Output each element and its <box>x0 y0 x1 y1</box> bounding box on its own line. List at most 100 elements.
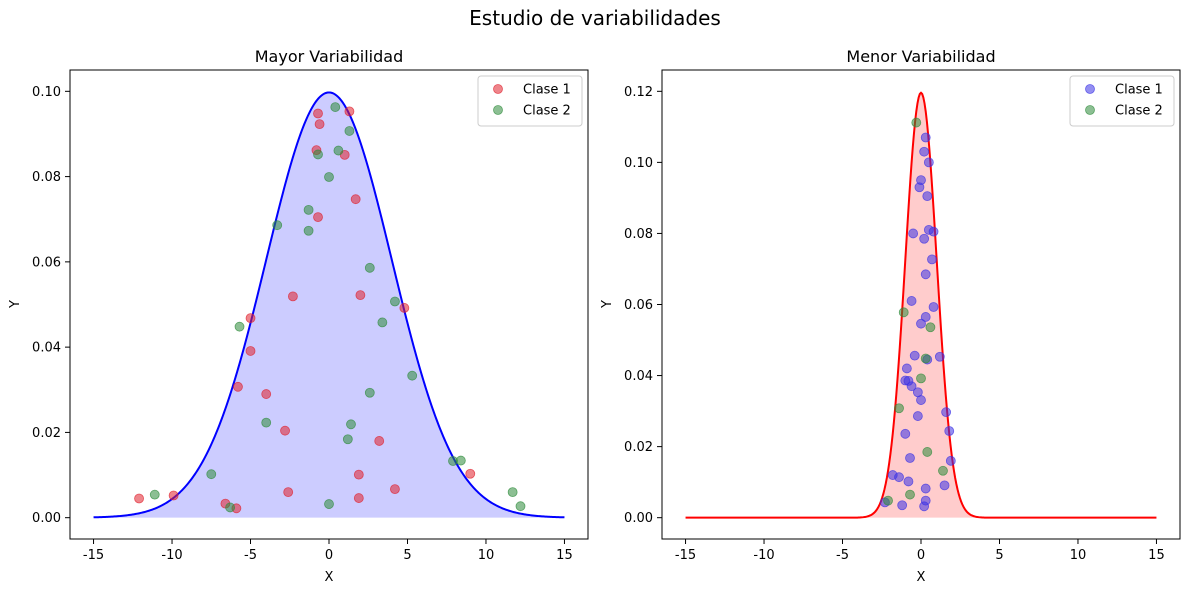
data-point <box>465 468 476 479</box>
y-tick-label: 0.02 <box>624 440 653 455</box>
data-point <box>905 489 915 500</box>
data-point <box>303 225 314 236</box>
x-tick-label: -15 <box>83 548 104 563</box>
data-point <box>377 317 388 328</box>
data-point <box>939 480 950 491</box>
data-point <box>922 447 933 457</box>
legend-marker <box>493 84 503 94</box>
data-point <box>364 387 375 398</box>
data-point <box>897 500 908 511</box>
data-point <box>920 312 931 322</box>
y-tick-label: 0.04 <box>32 341 61 356</box>
data-point <box>898 307 909 318</box>
y-axis-label: Y <box>8 300 23 309</box>
data-point <box>346 419 356 430</box>
x-tick-label: -10 <box>753 548 774 563</box>
data-point <box>134 493 144 504</box>
data-point <box>916 318 926 329</box>
data-point <box>245 346 256 356</box>
data-point <box>894 472 904 483</box>
y-tick-label: 0.06 <box>32 255 61 270</box>
data-point <box>303 204 314 215</box>
legend-marker <box>1085 84 1095 94</box>
x-tick-label: -5 <box>836 548 849 563</box>
data-point <box>206 469 217 480</box>
data-point <box>928 302 939 312</box>
data-point <box>350 194 361 205</box>
data-point <box>908 228 919 239</box>
data-point <box>920 353 931 364</box>
chart-title: Mayor Variabilidad <box>255 47 403 66</box>
chart-title: Menor Variabilidad <box>846 47 995 66</box>
y-tick-label: 0.08 <box>32 170 61 185</box>
data-point <box>355 290 366 301</box>
data-point <box>919 233 930 244</box>
data-point <box>333 145 344 156</box>
y-tick-label: 0.10 <box>32 85 61 100</box>
data-point <box>233 381 243 392</box>
data-point <box>353 493 364 503</box>
data-point <box>906 381 917 392</box>
x-tick-label: -15 <box>675 548 696 563</box>
data-point <box>934 351 945 362</box>
legend-label: Clase 2 <box>1115 104 1163 119</box>
data-point <box>168 490 179 501</box>
data-point <box>225 502 236 513</box>
y-tick-label: 0.00 <box>624 511 653 526</box>
x-axis-label: X <box>325 570 334 585</box>
data-point <box>920 269 931 280</box>
data-point <box>324 499 334 509</box>
data-point <box>272 220 283 231</box>
data-point <box>919 501 930 512</box>
data-point <box>280 425 290 436</box>
x-axis-label: X <box>917 570 926 585</box>
legend-marker <box>1085 105 1095 115</box>
data-point <box>894 403 904 414</box>
legend-box <box>477 75 583 127</box>
chart-mayor-variabilidad: Mayor Variabilidad -15 -10 -5 0 5 10 15 0.00 0.0… <box>8 47 589 585</box>
data-point <box>313 149 323 160</box>
data-point <box>912 411 923 421</box>
y-tick-label: 0.10 <box>624 156 653 171</box>
data-point <box>925 322 936 333</box>
legend-label: Clase 1 <box>523 83 571 98</box>
data-point <box>314 119 325 130</box>
density-curve <box>685 91 1157 519</box>
legend-label: Clase 1 <box>1115 83 1163 98</box>
legend-marker <box>493 105 503 115</box>
y-tick-label: 0.02 <box>32 426 61 441</box>
legend-box <box>1069 75 1175 127</box>
x-tick-label: 10 <box>478 548 495 563</box>
data-point <box>407 370 418 381</box>
legend-label: Clase 2 <box>523 104 571 119</box>
data-point <box>901 363 912 374</box>
plot-area: -15 -10 -5 0 5 10 15 0.00 0.02 0.04 0.06 0.08 0.10 0.… <box>624 69 1181 563</box>
data-point <box>344 126 355 136</box>
data-point <box>900 428 911 439</box>
data-point <box>906 296 917 306</box>
data-point <box>911 117 922 128</box>
data-point <box>390 484 400 495</box>
data-point <box>364 262 375 273</box>
data-point <box>507 487 518 498</box>
y-tick-label: 0.04 <box>624 369 653 384</box>
data-point <box>390 296 400 307</box>
data-point <box>149 489 160 500</box>
data-point <box>399 303 410 313</box>
data-point <box>944 426 955 436</box>
data-point <box>920 483 931 494</box>
data-point <box>928 226 939 237</box>
data-point <box>916 395 926 405</box>
x-tick-label: 0 <box>325 548 333 563</box>
y-tick-label: 0.12 <box>624 85 653 100</box>
x-tick-label: 5 <box>995 548 1003 563</box>
data-point <box>914 182 925 193</box>
legend: Clase 1 Clase 2 <box>1069 75 1175 127</box>
data-point <box>313 212 323 223</box>
data-point <box>234 321 245 332</box>
data-point <box>916 373 926 384</box>
y-tick-label: 0.06 <box>624 298 653 313</box>
data-point <box>909 350 920 361</box>
data-point <box>324 172 334 182</box>
